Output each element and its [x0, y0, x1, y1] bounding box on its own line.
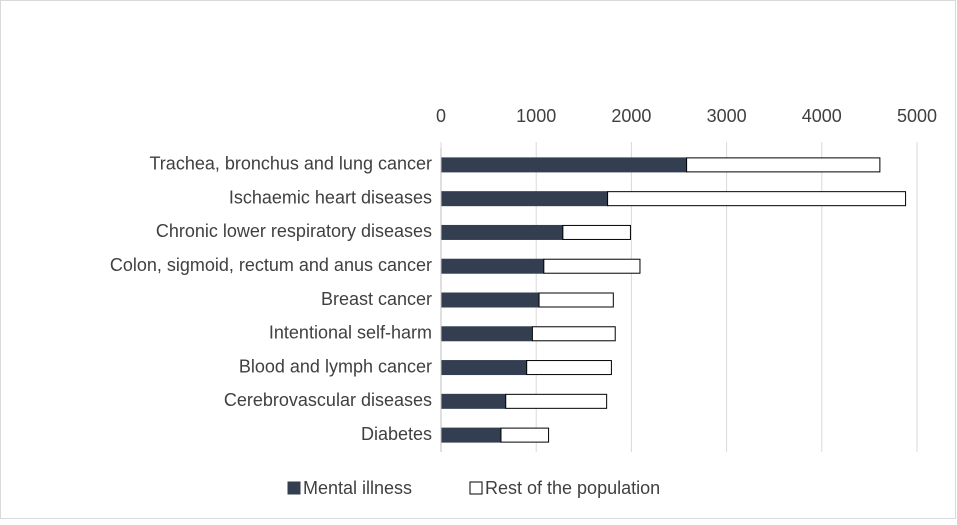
- bar: [505, 393, 608, 409]
- bar: [440, 157, 688, 173]
- bar: [686, 157, 881, 173]
- bar: [543, 258, 641, 274]
- bar: [526, 360, 612, 376]
- y-tick-label: Diabetes: [361, 424, 432, 444]
- bar: [531, 326, 616, 342]
- bar: [440, 292, 540, 308]
- bar: [440, 224, 564, 240]
- legend-label: Mental illness: [303, 478, 412, 498]
- bar: [562, 224, 631, 240]
- bar: [440, 191, 609, 207]
- bar: [440, 427, 502, 443]
- bar: [500, 427, 550, 443]
- bar: [440, 393, 507, 409]
- y-tick-label: Colon, sigmoid, rectum and anus cancer: [110, 255, 432, 275]
- legend-swatch: [469, 481, 483, 495]
- x-tick-label: 5000: [897, 106, 937, 126]
- y-tick-label: Ischaemic heart diseases: [229, 187, 432, 207]
- y-tick-label: Blood and lymph cancer: [239, 356, 432, 376]
- x-tick-label: 2000: [611, 106, 651, 126]
- y-tick-label: Intentional self-harm: [269, 323, 432, 343]
- x-tick-label: 1000: [516, 106, 556, 126]
- bar: [440, 360, 528, 376]
- bar: [440, 326, 533, 342]
- x-tick-label: 3000: [707, 106, 747, 126]
- bar: [607, 191, 907, 207]
- y-tick-label: Cerebrovascular diseases: [224, 390, 432, 410]
- bar: [538, 292, 614, 308]
- x-tick-label: 4000: [802, 106, 842, 126]
- legend-label: Rest of the population: [485, 478, 660, 498]
- y-tick-label: Chronic lower respiratory diseases: [156, 221, 432, 241]
- y-tick-label: Trachea, bronchus and lung cancer: [149, 154, 432, 174]
- x-tick-label: 0: [436, 106, 446, 126]
- bar: [440, 258, 545, 274]
- y-tick-label: Breast cancer: [321, 289, 432, 309]
- legend-swatch: [287, 481, 301, 495]
